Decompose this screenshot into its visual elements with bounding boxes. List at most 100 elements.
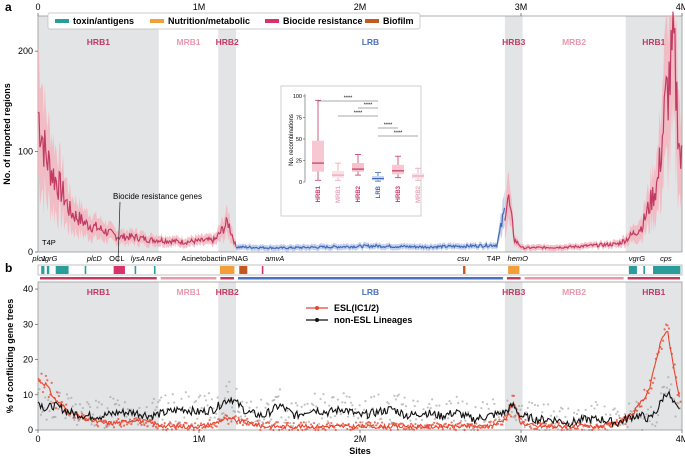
point-gray-230 <box>203 394 206 398</box>
point-gray-854 <box>655 421 658 424</box>
point-gray-602 <box>473 428 476 432</box>
point-gray-240 <box>210 398 213 401</box>
point-gray-232 <box>204 399 208 402</box>
point-gray-294 <box>249 400 253 403</box>
point-gray-834 <box>641 428 644 432</box>
inset-cat-4: HRB3 <box>396 185 402 202</box>
point-gray-726 <box>562 428 566 432</box>
point-gray-594 <box>467 410 470 414</box>
point-gray-44 <box>68 414 71 417</box>
gene-block-9 <box>261 266 264 274</box>
point-red-607 <box>476 428 479 432</box>
region-labels-b: HRB1 MRB1 HRB2 LRB HRB3 MRB2 HRB1 <box>87 287 666 297</box>
point-gray-614 <box>481 401 484 404</box>
point-gray-718 <box>557 428 560 431</box>
point-red-175 <box>163 421 166 425</box>
point-red-629 <box>492 420 495 424</box>
point-red-163 <box>154 425 158 429</box>
gene-label-7: PNAG <box>227 254 248 263</box>
point-red-377 <box>309 423 313 426</box>
region-label-b-0: HRB1 <box>87 287 110 297</box>
point-gray-704 <box>546 403 550 406</box>
point-gray-848 <box>651 423 654 426</box>
point-gray-180 <box>167 401 170 405</box>
point-red-197 <box>179 423 182 426</box>
point-red-847 <box>650 387 653 390</box>
point-red-635 <box>496 422 500 425</box>
point-gray-872 <box>668 388 671 391</box>
point-red-681 <box>530 427 533 430</box>
inset-frame <box>280 85 422 217</box>
point-gray-48 <box>71 405 74 408</box>
point-gray-846 <box>649 405 653 409</box>
gene-label-12: vgrG <box>629 254 645 263</box>
point-red-803 <box>618 416 621 420</box>
point-red-459 <box>369 421 372 425</box>
region-label-a-0: HRB1 <box>87 37 110 47</box>
point-gray-390 <box>319 397 322 401</box>
legend-swatch-biocide <box>265 19 279 23</box>
gene-label-2: plcD <box>86 254 103 263</box>
point-gray-160 <box>152 397 156 400</box>
point-red-521 <box>414 422 417 426</box>
point-gray-54 <box>76 423 79 426</box>
point-red-179 <box>166 427 169 431</box>
gene-block-14 <box>653 266 681 274</box>
point-red-887 <box>679 400 682 403</box>
sig-label-1: **** <box>354 111 363 117</box>
point-gray-428 <box>346 415 350 418</box>
point-gray-140 <box>138 406 141 410</box>
sig-label-4: **** <box>344 96 353 102</box>
region-label-a-5: MRB2 <box>562 37 586 47</box>
point-gray-76 <box>91 413 95 416</box>
point-gray-50 <box>73 418 76 422</box>
point-red-11 <box>44 374 47 378</box>
point-red-833 <box>640 405 643 408</box>
b-xtick-label-3: 3M <box>515 434 528 444</box>
point-red-275 <box>236 422 239 425</box>
point-gray-864 <box>662 385 666 388</box>
shade-b-6 <box>625 282 682 430</box>
point-gray-590 <box>464 419 467 422</box>
gene-block-13 <box>643 266 645 274</box>
point-red-445 <box>359 421 362 424</box>
point-gray-544 <box>431 398 434 401</box>
point-gray-496 <box>396 394 399 398</box>
b-ytick-label-2: 20 <box>23 355 33 365</box>
point-red-115 <box>120 425 123 428</box>
point-gray-400 <box>326 420 329 423</box>
gene-block-4 <box>113 266 125 274</box>
point-red-15 <box>47 396 50 399</box>
gene-label-5: ruvB <box>146 254 161 263</box>
point-gray-664 <box>517 404 521 408</box>
point-red-589 <box>463 428 466 432</box>
inset-ytick-label-3: 75 <box>296 116 302 122</box>
point-gray-492 <box>393 394 396 397</box>
point-red-751 <box>580 428 584 431</box>
point-gray-654 <box>510 410 513 414</box>
point-gray-682 <box>531 402 534 405</box>
point-gray-636 <box>497 416 500 419</box>
point-gray-518 <box>412 399 415 402</box>
point-red-545 <box>431 423 434 426</box>
point-gray-378 <box>310 402 313 405</box>
point-gray-312 <box>262 418 266 421</box>
gene-track-frame <box>37 264 683 276</box>
point-gray-774 <box>597 428 600 431</box>
point-gray-258 <box>223 397 227 400</box>
gene-label-0: plc1 <box>31 254 46 263</box>
inset-cat-3: LRB <box>376 185 382 198</box>
point-gray-374 <box>307 420 311 423</box>
point-gray-120 <box>123 401 127 404</box>
legend-box <box>47 12 421 30</box>
point-gray-658 <box>513 416 516 419</box>
point-gray-524 <box>416 400 419 403</box>
region-labels-a: HRB1 MRB1 HRB2 LRB HRB3 MRB2 HRB1 <box>87 37 666 47</box>
gene-block-10 <box>463 266 466 274</box>
point-gray-286 <box>244 415 247 418</box>
point-red-653 <box>509 415 513 418</box>
point-gray-58 <box>78 403 82 406</box>
point-red-783 <box>604 427 607 430</box>
b-xtick-label-2: 2M <box>354 434 367 444</box>
point-gray-782 <box>603 405 606 408</box>
